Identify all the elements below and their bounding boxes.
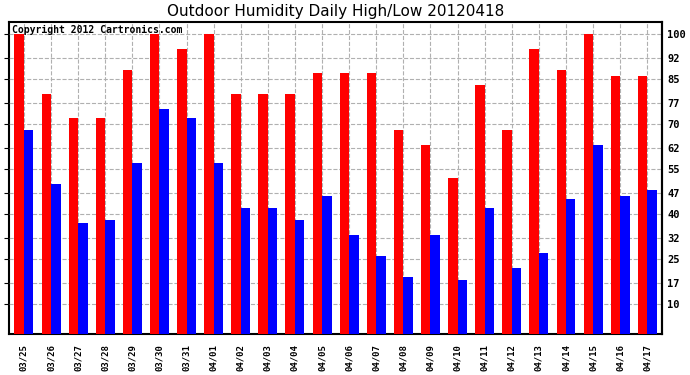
Bar (611, 76, 620, 334)
Bar (539, 253, 549, 334)
Bar (431, 235, 440, 334)
Bar (177, 49, 186, 334)
Bar (231, 94, 241, 334)
Bar (484, 208, 494, 334)
Bar (214, 163, 223, 334)
Bar (106, 220, 115, 334)
Bar (313, 73, 322, 334)
Bar (502, 130, 512, 334)
Bar (421, 145, 431, 334)
Bar (529, 49, 539, 334)
Bar (286, 94, 295, 334)
Bar (620, 196, 630, 334)
Bar (96, 118, 106, 334)
Bar (204, 34, 214, 334)
Bar (349, 235, 359, 334)
Bar (123, 70, 132, 334)
Bar (159, 109, 169, 334)
Bar (322, 196, 332, 334)
Bar (404, 277, 413, 334)
Title: Outdoor Humidity Daily High/Low 20120418: Outdoor Humidity Daily High/Low 20120418 (167, 4, 504, 19)
Bar (51, 184, 61, 334)
Bar (448, 178, 457, 334)
Bar (241, 208, 250, 334)
Bar (457, 280, 467, 334)
Bar (69, 118, 78, 334)
Bar (512, 268, 521, 334)
Bar (268, 208, 277, 334)
Bar (394, 130, 404, 334)
Bar (78, 223, 88, 334)
Bar (566, 199, 575, 334)
Bar (475, 85, 484, 334)
Bar (647, 190, 657, 334)
Bar (584, 34, 593, 334)
Bar (258, 94, 268, 334)
Bar (376, 256, 386, 334)
Bar (593, 145, 602, 334)
Text: Copyright 2012 Cartronics.com: Copyright 2012 Cartronics.com (12, 25, 183, 35)
Bar (186, 118, 196, 334)
Bar (41, 94, 51, 334)
Bar (132, 163, 142, 334)
Bar (295, 220, 304, 334)
Bar (557, 70, 566, 334)
Bar (367, 73, 376, 334)
Bar (638, 76, 647, 334)
Bar (339, 73, 349, 334)
Bar (150, 34, 159, 334)
Bar (14, 34, 24, 334)
Bar (24, 130, 33, 334)
